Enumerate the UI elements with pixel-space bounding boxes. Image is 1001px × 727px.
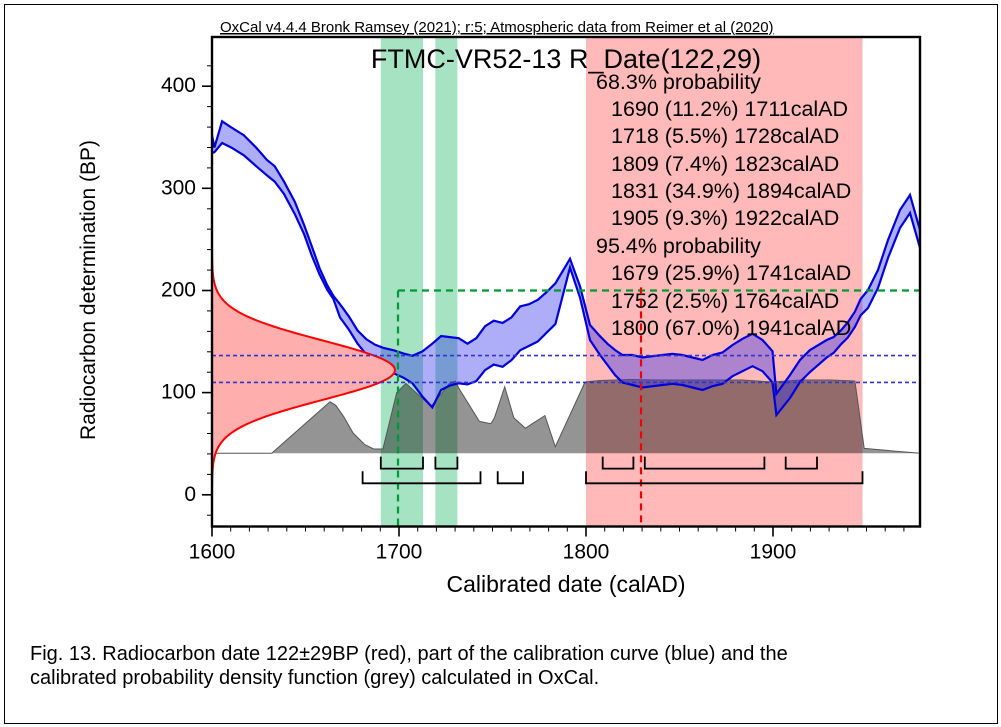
svg-text:calibrated probability density: calibrated probability density function …: [30, 667, 599, 689]
svg-text:1905 (9.3%) 1922calAD: 1905 (9.3%) 1922calAD: [611, 206, 839, 230]
svg-text:100: 100: [161, 381, 196, 404]
svg-text:1900: 1900: [750, 541, 797, 564]
svg-text:200: 200: [161, 279, 196, 302]
svg-text:1700: 1700: [376, 541, 423, 564]
svg-text:Calibrated date (calAD): Calibrated date (calAD): [446, 571, 685, 597]
svg-text:1690 (11.2%) 1711calAD: 1690 (11.2%) 1711calAD: [611, 97, 848, 121]
svg-text:1831 (34.9%) 1894calAD: 1831 (34.9%) 1894calAD: [611, 179, 851, 203]
svg-text:1800: 1800: [563, 541, 610, 564]
svg-text:1800 (67.0%) 1941calAD: 1800 (67.0%) 1941calAD: [611, 316, 851, 340]
svg-text:1679 (25.9%) 1741calAD: 1679 (25.9%) 1741calAD: [611, 261, 851, 285]
svg-text:68.3% probability: 68.3% probability: [596, 70, 761, 94]
svg-text:300: 300: [161, 176, 196, 199]
svg-text:Fig. 13. Radiocarbon date 122±: Fig. 13. Radiocarbon date 122±29BP (red)…: [30, 643, 788, 665]
svg-text:1809 (7.4%) 1823calAD: 1809 (7.4%) 1823calAD: [611, 152, 839, 176]
svg-text:95.4% probability: 95.4% probability: [596, 234, 761, 258]
svg-text:1600: 1600: [189, 541, 236, 564]
svg-text:1718 (5.5%) 1728calAD: 1718 (5.5%) 1728calAD: [611, 124, 839, 148]
svg-text:OxCal v4.4.4 Bronk Ramsey (202: OxCal v4.4.4 Bronk Ramsey (2021); r:5; A…: [220, 19, 774, 36]
svg-text:1752 (2.5%) 1764calAD: 1752 (2.5%) 1764calAD: [611, 289, 839, 313]
svg-text:400: 400: [161, 74, 196, 97]
svg-text:0: 0: [184, 483, 196, 506]
svg-text:Radiocarbon determination (BP): Radiocarbon determination (BP): [77, 140, 100, 440]
